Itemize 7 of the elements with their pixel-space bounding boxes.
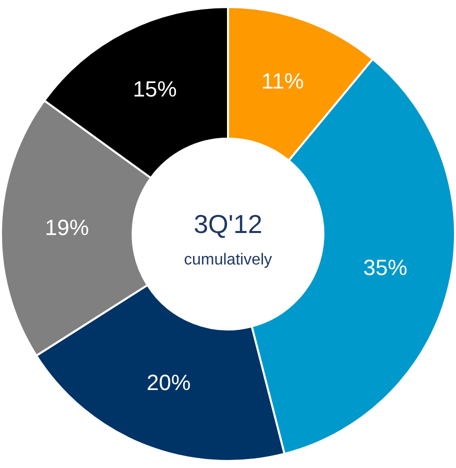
data-label: 19% xyxy=(44,215,89,240)
data-label: 20% xyxy=(146,370,191,395)
text: cumulatively xyxy=(184,251,272,268)
text: 3Q'12 xyxy=(194,209,262,240)
data-label: 15% xyxy=(132,76,177,102)
data-label: 11% xyxy=(261,68,304,94)
data-label: 35% xyxy=(363,255,408,280)
